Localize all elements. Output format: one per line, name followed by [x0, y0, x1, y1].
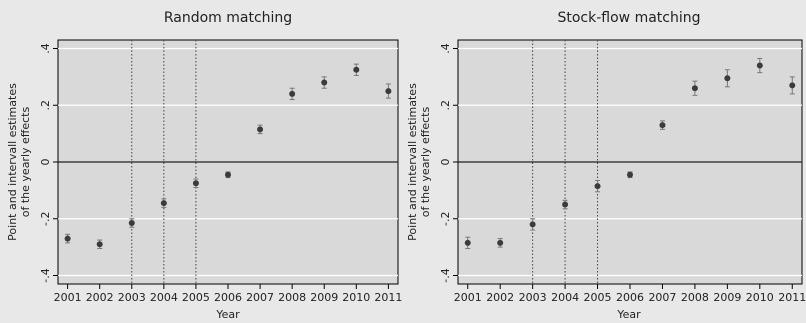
data-point [529, 221, 536, 228]
panel-random-matching: Random matching -.4 -.2 0 .2 .4 2001 2002 2003 20… [6, 10, 402, 321]
x-tick-label: 2010 [342, 291, 370, 304]
data-point [562, 201, 569, 208]
y-tick-label: -.2 [39, 212, 52, 226]
x-tick-label: 2007 [648, 291, 676, 304]
x-tick-label: 2002 [486, 291, 514, 304]
data-point [691, 85, 698, 92]
y-tick-label: .2 [39, 100, 52, 111]
x-tick-label: 2009 [713, 291, 741, 304]
x-tick-label: 2006 [616, 291, 644, 304]
x-axis-label: Year [616, 308, 641, 321]
x-tick-label: 2006 [214, 291, 242, 304]
x-tick-label: 2004 [150, 291, 178, 304]
data-point [225, 171, 231, 178]
data-point [497, 239, 504, 246]
x-tick-label: 2010 [746, 291, 774, 304]
x-tick-label: 2004 [551, 291, 579, 304]
data-point [257, 126, 264, 133]
x-tick-label: 2009 [310, 291, 338, 304]
x-axis-label: Year [215, 308, 240, 321]
x-tick-label: 2011 [778, 291, 806, 304]
x-tick-label: 2001 [454, 291, 482, 304]
data-point [724, 75, 731, 82]
data-point [160, 200, 167, 207]
y-tick-label: .4 [439, 43, 452, 54]
chart-title: Stock-flow matching [557, 10, 700, 26]
data-point [789, 82, 796, 89]
y-tick-label: 0 [439, 159, 452, 166]
y-tick-label: .4 [39, 43, 52, 54]
panel-stock-flow-matching: Stock-flow matching -.4 -.2 0 .2 .4 2001 2002 20… [406, 10, 806, 321]
data-point [464, 239, 471, 246]
y-tick-label: -.2 [439, 212, 452, 226]
data-point [756, 62, 763, 69]
x-tick-label: 2003 [118, 291, 146, 304]
y-tick-label: .2 [439, 100, 452, 111]
y-axis-label-line-1: Point and intervall estimates [6, 83, 19, 241]
x-tick-label: 2007 [246, 291, 274, 304]
x-tick-label: 2005 [182, 291, 210, 304]
data-point [353, 66, 360, 73]
x-tick-label: 2002 [86, 291, 114, 304]
data-point [321, 79, 328, 86]
x-tick-label: 2005 [584, 291, 612, 304]
x-tick-label: 2001 [54, 291, 82, 304]
x-tick-label: 2008 [278, 291, 306, 304]
data-point [627, 171, 633, 178]
data-point [594, 183, 601, 190]
y-tick-label: -.4 [439, 268, 452, 282]
y-tick-label: -.4 [39, 268, 52, 282]
y-tick-label: 0 [39, 159, 52, 166]
data-point [192, 180, 199, 187]
data-point [128, 220, 135, 226]
x-tick-label: 2003 [519, 291, 547, 304]
data-point [659, 122, 666, 129]
data-point [96, 241, 103, 248]
x-tick-label: 2008 [681, 291, 709, 304]
data-point [289, 90, 296, 97]
data-point [64, 235, 71, 242]
y-axis-label-line-1: Point and intervall estimates [406, 83, 419, 241]
x-tick-label: 2011 [374, 291, 402, 304]
chart-title: Random matching [164, 10, 292, 26]
y-axis-label-line-2: of the yearly effects [19, 107, 32, 218]
y-axis-label-line-2: of the yearly effects [419, 107, 432, 218]
data-point [385, 88, 392, 95]
